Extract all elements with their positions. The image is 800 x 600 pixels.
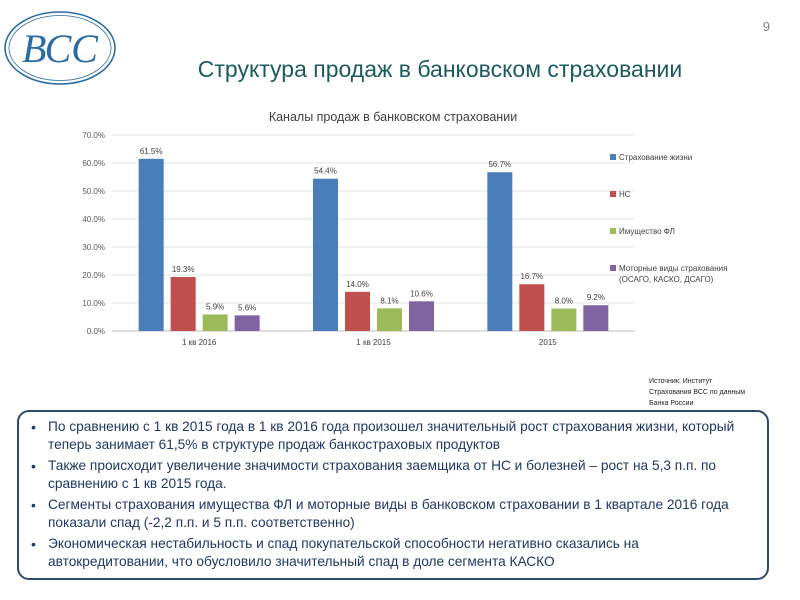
legend-label: Имущество ФЛ (619, 227, 675, 236)
data-label: 14.0% (346, 280, 369, 289)
data-label: 16.7% (520, 272, 543, 281)
summary-bullet: Также происходит увеличение значимости с… (31, 457, 753, 493)
y-tick-label: 20.0% (82, 271, 105, 280)
page-number: 9 (762, 19, 770, 34)
data-label: 61.5% (140, 147, 163, 156)
legend-label: (ОСАГО, КАСКО, ДСАГО) (619, 275, 714, 284)
data-label: 9.2% (587, 293, 605, 302)
bar (551, 308, 577, 331)
y-tick-label: 40.0% (82, 215, 105, 224)
data-label: 19.3% (172, 265, 195, 274)
bar (519, 284, 545, 331)
sales-channels-chart: Каналы продаж в банковском страховании 0.… (82, 110, 727, 347)
legend-swatch (610, 228, 616, 234)
bar (345, 291, 370, 331)
bar (487, 172, 513, 331)
source-line: Источник: Институт (649, 378, 713, 385)
y-tick-label: 60.0% (82, 159, 105, 168)
data-label: 5.6% (238, 303, 256, 312)
data-label: 8.1% (380, 296, 398, 305)
legend-swatch (610, 191, 616, 197)
chart-title: Каналы продаж в банковском страховании (269, 110, 517, 124)
y-tick-label: 10.0% (82, 299, 105, 308)
bar (202, 314, 228, 331)
bar (138, 158, 164, 331)
bar (313, 178, 338, 331)
data-label: 8.0% (555, 297, 573, 306)
summary-box: По сравнению с 1 кв 2015 года в 1 кв 201… (17, 410, 769, 580)
summary-bullet: Экономическая нестабильность и спад поку… (31, 535, 753, 571)
summary-list: По сравнению с 1 кв 2015 года в 1 кв 201… (31, 418, 753, 571)
logo-ring-outer (4, 11, 116, 85)
logo-text: ВСС (22, 26, 99, 71)
source-line: Банка России (649, 400, 694, 407)
source-line: Страхования ВСС по данным (649, 389, 746, 396)
legend-swatch (610, 265, 616, 271)
data-label: 5.9% (206, 302, 224, 311)
data-label: 56.7% (488, 160, 511, 169)
source-note: Источник: Институт Страхования ВСС по да… (649, 376, 769, 409)
legend-label: НС (619, 190, 631, 199)
y-tick-label: 30.0% (82, 243, 105, 252)
data-label: 54.4% (314, 167, 337, 176)
bar (234, 315, 260, 331)
data-label: 10.6% (410, 289, 433, 298)
legend-swatch (610, 154, 616, 160)
summary-bullet: Сегменты страхования имущества ФЛ и мото… (31, 496, 753, 532)
bar (583, 305, 609, 331)
bar (170, 276, 196, 331)
bar (377, 308, 402, 331)
summary-bullet: По сравнению с 1 кв 2015 года в 1 кв 201… (31, 418, 753, 454)
x-tick-label: 2015 (539, 338, 557, 347)
y-tick-label: 0.0% (87, 327, 105, 336)
y-tick-label: 70.0% (82, 131, 105, 140)
page-title: Структура продаж в банковском страховани… (197, 56, 683, 82)
x-tick-label: 1 кв 2015 (356, 338, 391, 347)
vss-logo: ВСС (4, 11, 116, 85)
x-tick-label: 1 кв 2016 (182, 338, 217, 347)
bar (409, 301, 434, 331)
legend-label: Страхование жизни (619, 153, 692, 162)
y-tick-label: 50.0% (82, 187, 105, 196)
logo-ring-inner (8, 15, 112, 81)
legend-label: Моторные виды страхования (619, 264, 727, 273)
